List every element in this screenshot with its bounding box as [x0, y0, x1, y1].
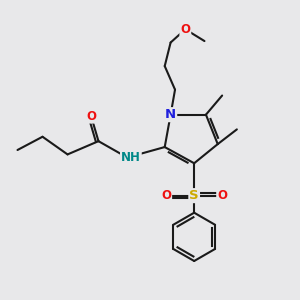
Text: NH: NH — [121, 151, 141, 164]
Text: N: N — [165, 108, 176, 121]
Text: O: O — [180, 23, 190, 36]
Text: O: O — [217, 189, 227, 202]
Text: O: O — [86, 110, 96, 123]
Text: O: O — [161, 189, 171, 202]
Text: S: S — [189, 189, 199, 202]
